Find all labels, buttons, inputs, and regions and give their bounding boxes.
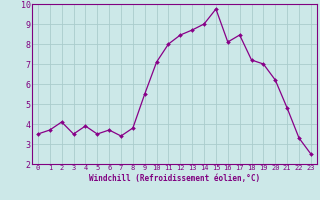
X-axis label: Windchill (Refroidissement éolien,°C): Windchill (Refroidissement éolien,°C) — [89, 174, 260, 183]
